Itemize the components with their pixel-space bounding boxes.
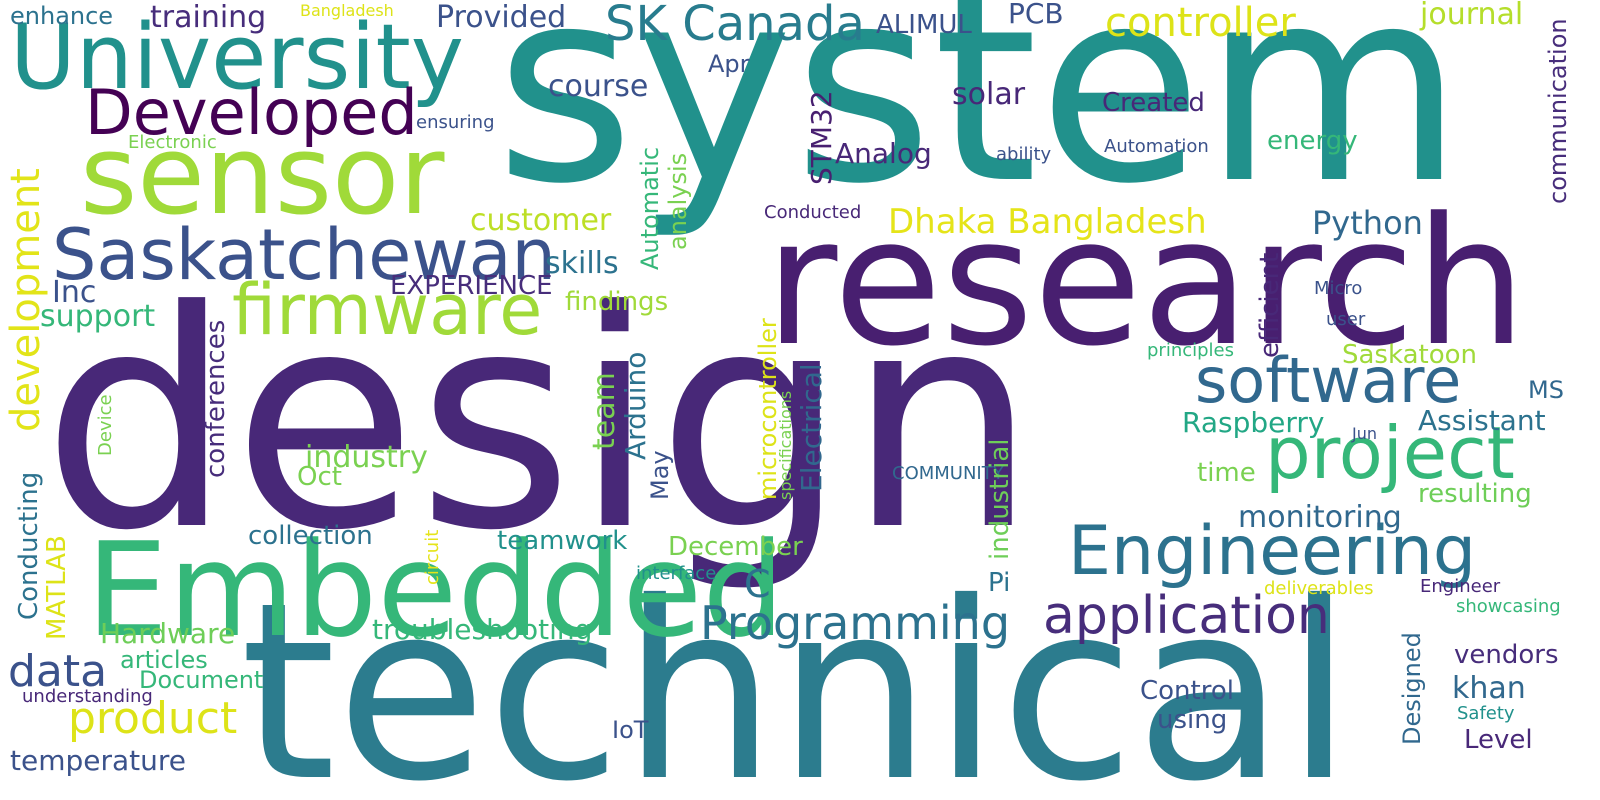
word-course: course [548,69,649,104]
word-troubleshooting: troubleshooting [372,613,593,646]
word-user: user [1326,309,1366,330]
word-technical: technical [240,550,1354,800]
word-dhaka-bangladesh: Dhaka Bangladesh [888,202,1207,242]
word-engineering: Engineering [1068,512,1476,591]
word-matlab: MATLAB [42,535,72,640]
word-system: system [495,0,1464,243]
word-circuit: circuit [422,529,443,585]
word-created: Created [1102,88,1205,118]
word-controller: controller [1105,0,1296,46]
word-automatic: Automatic [636,146,664,270]
word-stm32: STM32 [805,90,838,185]
word-findings: findings [565,287,669,317]
word-time: time [1197,458,1256,488]
word-embedded: Embedded [86,514,785,666]
word-alimul: ALIMUL [876,10,972,40]
word-bangladesh-small: Bangladesh [300,1,394,20]
word-pi: Pi [988,568,1011,598]
word-developed: Developed [85,76,418,149]
word-using: using [1157,705,1228,735]
word-support: support [40,299,156,334]
word-safety: Safety [1457,703,1515,724]
word-collection: collection [248,521,373,551]
word-designed: Designed [1398,632,1426,745]
word-vendors: vendors [1454,640,1559,670]
word-pcb: PCB [1008,0,1064,30]
word-micro: Micro [1314,278,1363,299]
word-inc: Inc [52,275,97,310]
word-deliverables: deliverables [1264,578,1374,599]
word-data: data [8,646,108,697]
word-oct: Oct [297,462,342,492]
word-principles: principles [1147,340,1235,361]
word-sk-canada: SK Canada [605,0,865,52]
word-document: Document [139,666,264,694]
word-design: design [42,247,1038,596]
word-resulting: resulting [1418,479,1532,509]
word-raspberry: Raspberry [1182,406,1325,439]
word-may: May [646,450,674,500]
word-python: Python [1312,204,1423,242]
word-firmware: firmware [232,269,543,351]
word-apr: Apr [708,50,750,78]
word-level: Level [1464,725,1533,755]
word-solar: solar [952,77,1026,112]
word-enhance: enhance [10,2,114,30]
word-specifications: specifications [776,390,795,500]
word-experience: EXPERIENCE [390,271,553,301]
word-analysis: analysis [664,152,692,250]
word-efficient: efficient [1255,252,1285,358]
word-december: December [668,532,803,562]
word-monitoring: monitoring [1238,500,1402,535]
word-engineer: Engineer [1420,576,1501,597]
word-temperature: temperature [10,744,186,777]
word-jun: Jun [1352,424,1377,443]
word-journal: journal [1420,0,1524,32]
word-electronic: Electronic [128,132,217,153]
word-iot: IoT [612,716,649,744]
word-showcasing: showcasing [1456,596,1561,617]
word-training: training [150,0,267,35]
word-articles: articles [120,646,208,674]
word-research: research [765,180,1527,385]
word-khan: khan [1452,671,1526,706]
word-ensuring: ensuring [416,112,495,133]
word-community: COMMUNITY [892,463,1004,484]
word-industrial: industrial [985,438,1015,561]
word-team: team [587,372,622,450]
word-saskatchewan: Saskatchewan [52,214,556,296]
word-control: Control [1140,676,1234,706]
word-communication: communication [1544,18,1572,204]
word-conducted: Conducted [764,202,862,223]
word-energy: energy [1267,126,1358,156]
word-hardware: Hardware [100,617,236,650]
word-teamwork: teamwork [497,526,628,556]
word-arduino: Arduino [619,351,652,460]
word-c: C [744,562,771,606]
word-sensor: sensor [80,111,445,239]
word-electrical: Electrical [795,363,828,492]
word-provided: Provided [436,0,567,35]
word-conferences: conferences [201,319,231,478]
word-software: software [1195,344,1462,417]
word-product: product [68,693,238,744]
word-assistant: Assistant [1418,404,1546,437]
word-application: application [1043,586,1330,646]
word-understanding: understanding [22,686,153,707]
word-ms: MS [1528,376,1564,404]
word-industry: industry [305,440,428,475]
word-skills: skills [545,246,619,281]
word-conducting: Conducting [14,471,44,620]
word-analog: Analog [835,137,932,170]
word-device: Device [95,394,116,456]
word-project: project [1265,411,1515,495]
word-customer: customer [470,203,612,238]
word-saskatoon: Saskatoon [1342,340,1478,370]
word-interface: interface [636,563,717,584]
word-automation: Automation [1104,136,1209,157]
word-ability: ability [996,144,1052,165]
word-programming: Programming [700,596,1011,650]
word-university: University [10,5,464,110]
